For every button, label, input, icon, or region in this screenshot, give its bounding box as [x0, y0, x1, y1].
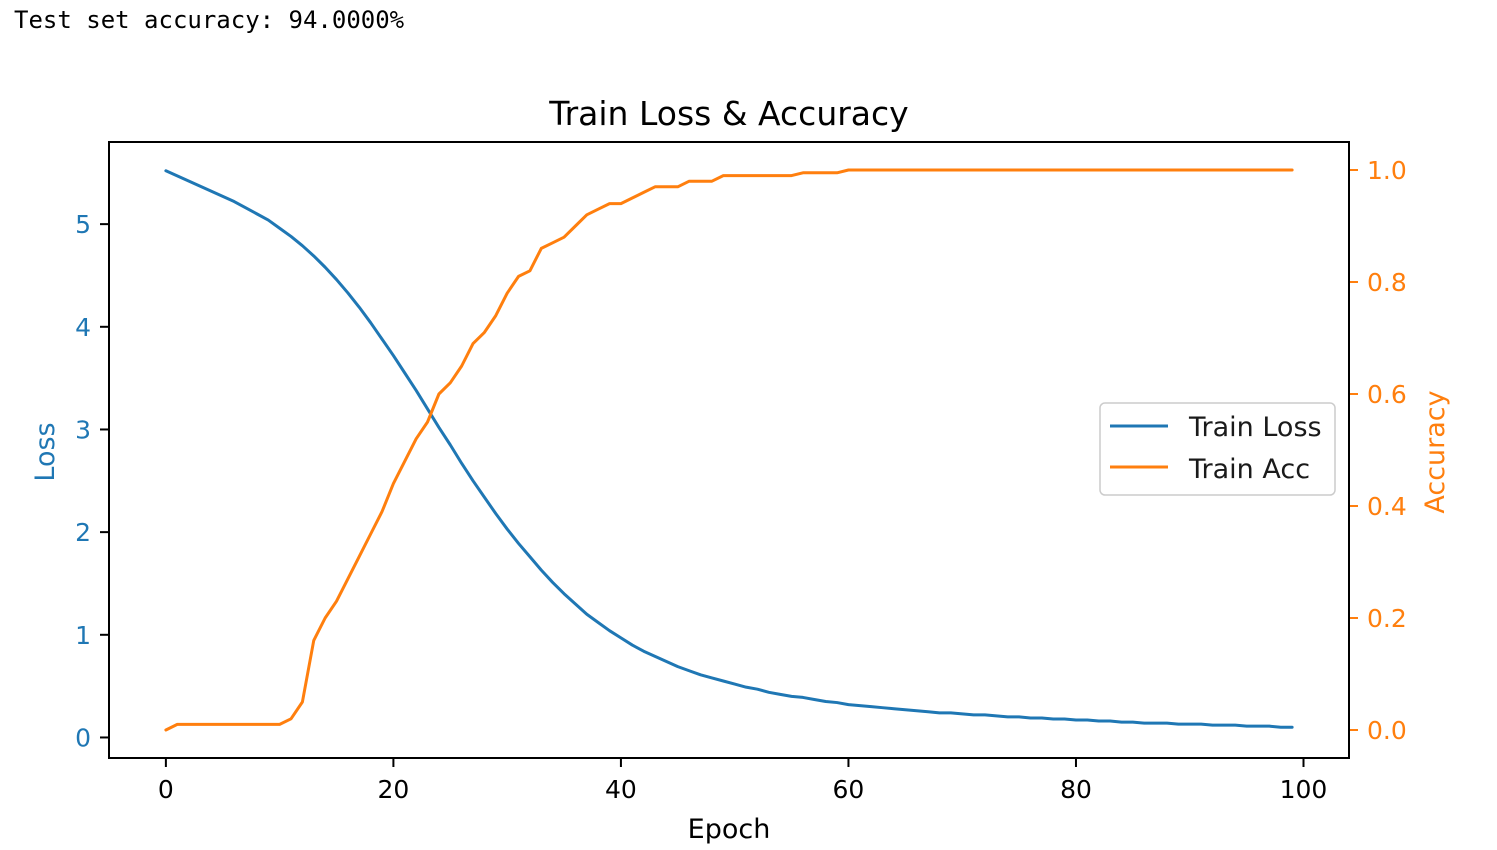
- y-axis-right-title: Accuracy: [1420, 390, 1451, 513]
- y-right-tick-label: 0.8: [1367, 268, 1407, 297]
- y-right-tick-label: 0.0: [1367, 716, 1407, 745]
- legend: Train Loss Train Acc: [1099, 402, 1336, 496]
- series-line-train-loss: [164, 169, 1294, 729]
- x-tick-label: 100: [1280, 775, 1328, 804]
- legend-label-train-acc: Train Acc: [1188, 454, 1310, 485]
- y-right-tick-label: 0.6: [1367, 380, 1407, 409]
- x-tick-label: 20: [377, 775, 409, 804]
- y-left-tick-label: 1: [75, 621, 91, 650]
- x-tick-label: 40: [605, 775, 637, 804]
- x-tick-label: 80: [1060, 775, 1092, 804]
- x-axis: 0 20 40 60 80 100: [158, 758, 1327, 804]
- y-left-tick-label: 0: [75, 723, 91, 752]
- y-right-tick-label: 1.0: [1367, 156, 1407, 185]
- x-tick-label: 60: [833, 775, 865, 804]
- y-left-tick-label: 4: [75, 313, 91, 342]
- plot-area: [164, 168, 1294, 732]
- legend-label-train-loss: Train Loss: [1188, 412, 1322, 443]
- y-right-tick-label: 0.2: [1367, 604, 1407, 633]
- plot-frame: [108, 141, 1350, 759]
- x-tick-label: 0: [158, 775, 174, 804]
- test-accuracy-output: Test set accuracy: 94.0000%: [14, 6, 405, 34]
- chart-title: Train Loss & Accuracy: [548, 94, 908, 133]
- x-axis-title: Epoch: [688, 814, 771, 845]
- series-line-train-acc: [164, 168, 1294, 732]
- y-left-tick-label: 3: [75, 415, 91, 444]
- right-axis: 0.0 0.2 0.4 0.6 0.8 1.0: [1349, 156, 1407, 745]
- y-left-tick-label: 2: [75, 518, 91, 547]
- y-right-tick-label: 0.4: [1367, 492, 1407, 521]
- left-axis: 0 1 2 3 4 5: [75, 210, 109, 752]
- y-axis-left-title: Loss: [30, 422, 61, 481]
- y-left-tick-label: 5: [75, 210, 91, 239]
